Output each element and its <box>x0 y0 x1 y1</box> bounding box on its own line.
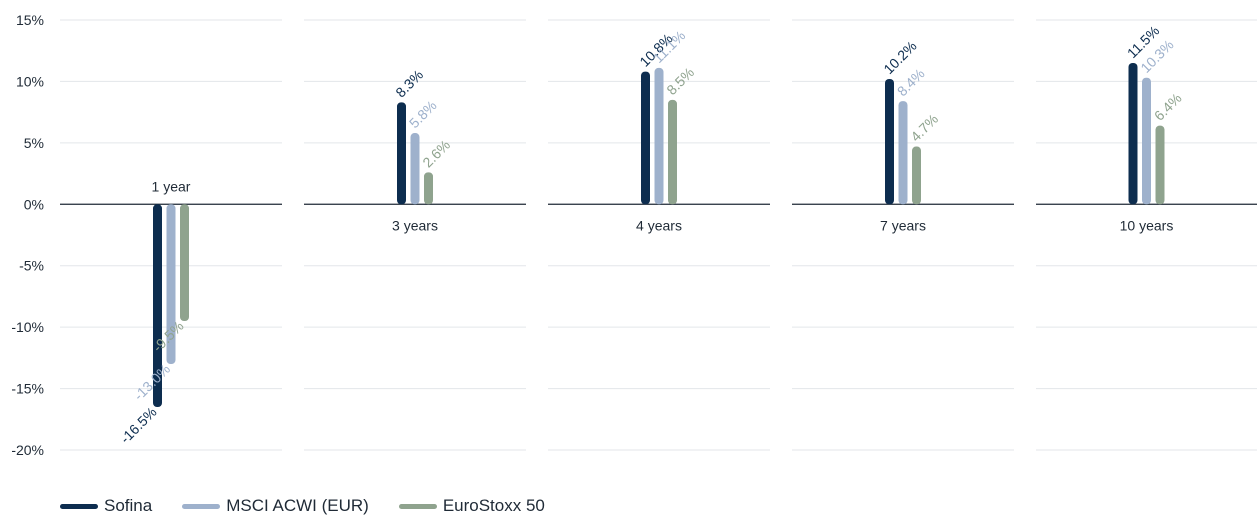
bar <box>641 71 650 205</box>
y-tick-label: -20% <box>11 442 44 458</box>
data-label: 2.6% <box>419 137 453 171</box>
y-tick-label: 15% <box>16 12 44 28</box>
bar <box>410 133 420 205</box>
y-tick-label: 5% <box>24 135 44 151</box>
legend-swatch-sofina <box>60 503 98 509</box>
legend-swatch-eurostoxx <box>398 503 437 509</box>
y-tick-label: 0% <box>24 196 44 212</box>
bar <box>180 204 189 321</box>
bar <box>668 99 677 205</box>
legend-label: Sofina <box>104 496 153 515</box>
y-tick-label: -15% <box>11 381 44 397</box>
legend-item-eurostoxx: EuroStoxx 50 <box>398 496 545 516</box>
y-tick-label: 10% <box>16 73 44 89</box>
bar <box>654 67 664 205</box>
legend-swatch-msci <box>182 503 221 509</box>
legend-label: EuroStoxx 50 <box>442 496 545 515</box>
bar <box>1128 63 1138 205</box>
data-label: 8.3% <box>392 67 426 101</box>
legend-item-sofina: Sofina <box>60 496 152 516</box>
bar <box>397 102 406 205</box>
bar <box>885 78 894 205</box>
x-category-label: 3 years <box>392 217 438 233</box>
x-category-label: 1 year <box>152 178 191 194</box>
data-label: 4.7% <box>907 111 941 145</box>
data-label: 6.4% <box>1151 90 1185 124</box>
bar <box>424 172 433 205</box>
legend-label: MSCI ACWI (EUR) <box>226 496 369 515</box>
bar <box>1142 77 1151 205</box>
x-category-label: 10 years <box>1120 217 1174 233</box>
data-label: -13.0% <box>130 361 173 404</box>
legend: Sofina MSCI ACWI (EUR) EuroStoxx 50 <box>60 496 545 516</box>
bar <box>898 101 908 205</box>
x-category-label: 4 years <box>636 217 682 233</box>
data-label: 5.8% <box>406 97 440 131</box>
x-category-label: 7 years <box>880 217 926 233</box>
bar <box>912 146 921 205</box>
legend-item-msci: MSCI ACWI (EUR) <box>182 496 369 516</box>
data-label: 8.4% <box>894 65 928 99</box>
data-label: -16.5% <box>117 404 160 447</box>
bar <box>166 204 176 364</box>
y-tick-label: -10% <box>11 319 44 335</box>
y-tick-label: -5% <box>19 258 44 274</box>
bar <box>1155 125 1165 205</box>
bar <box>153 204 162 407</box>
